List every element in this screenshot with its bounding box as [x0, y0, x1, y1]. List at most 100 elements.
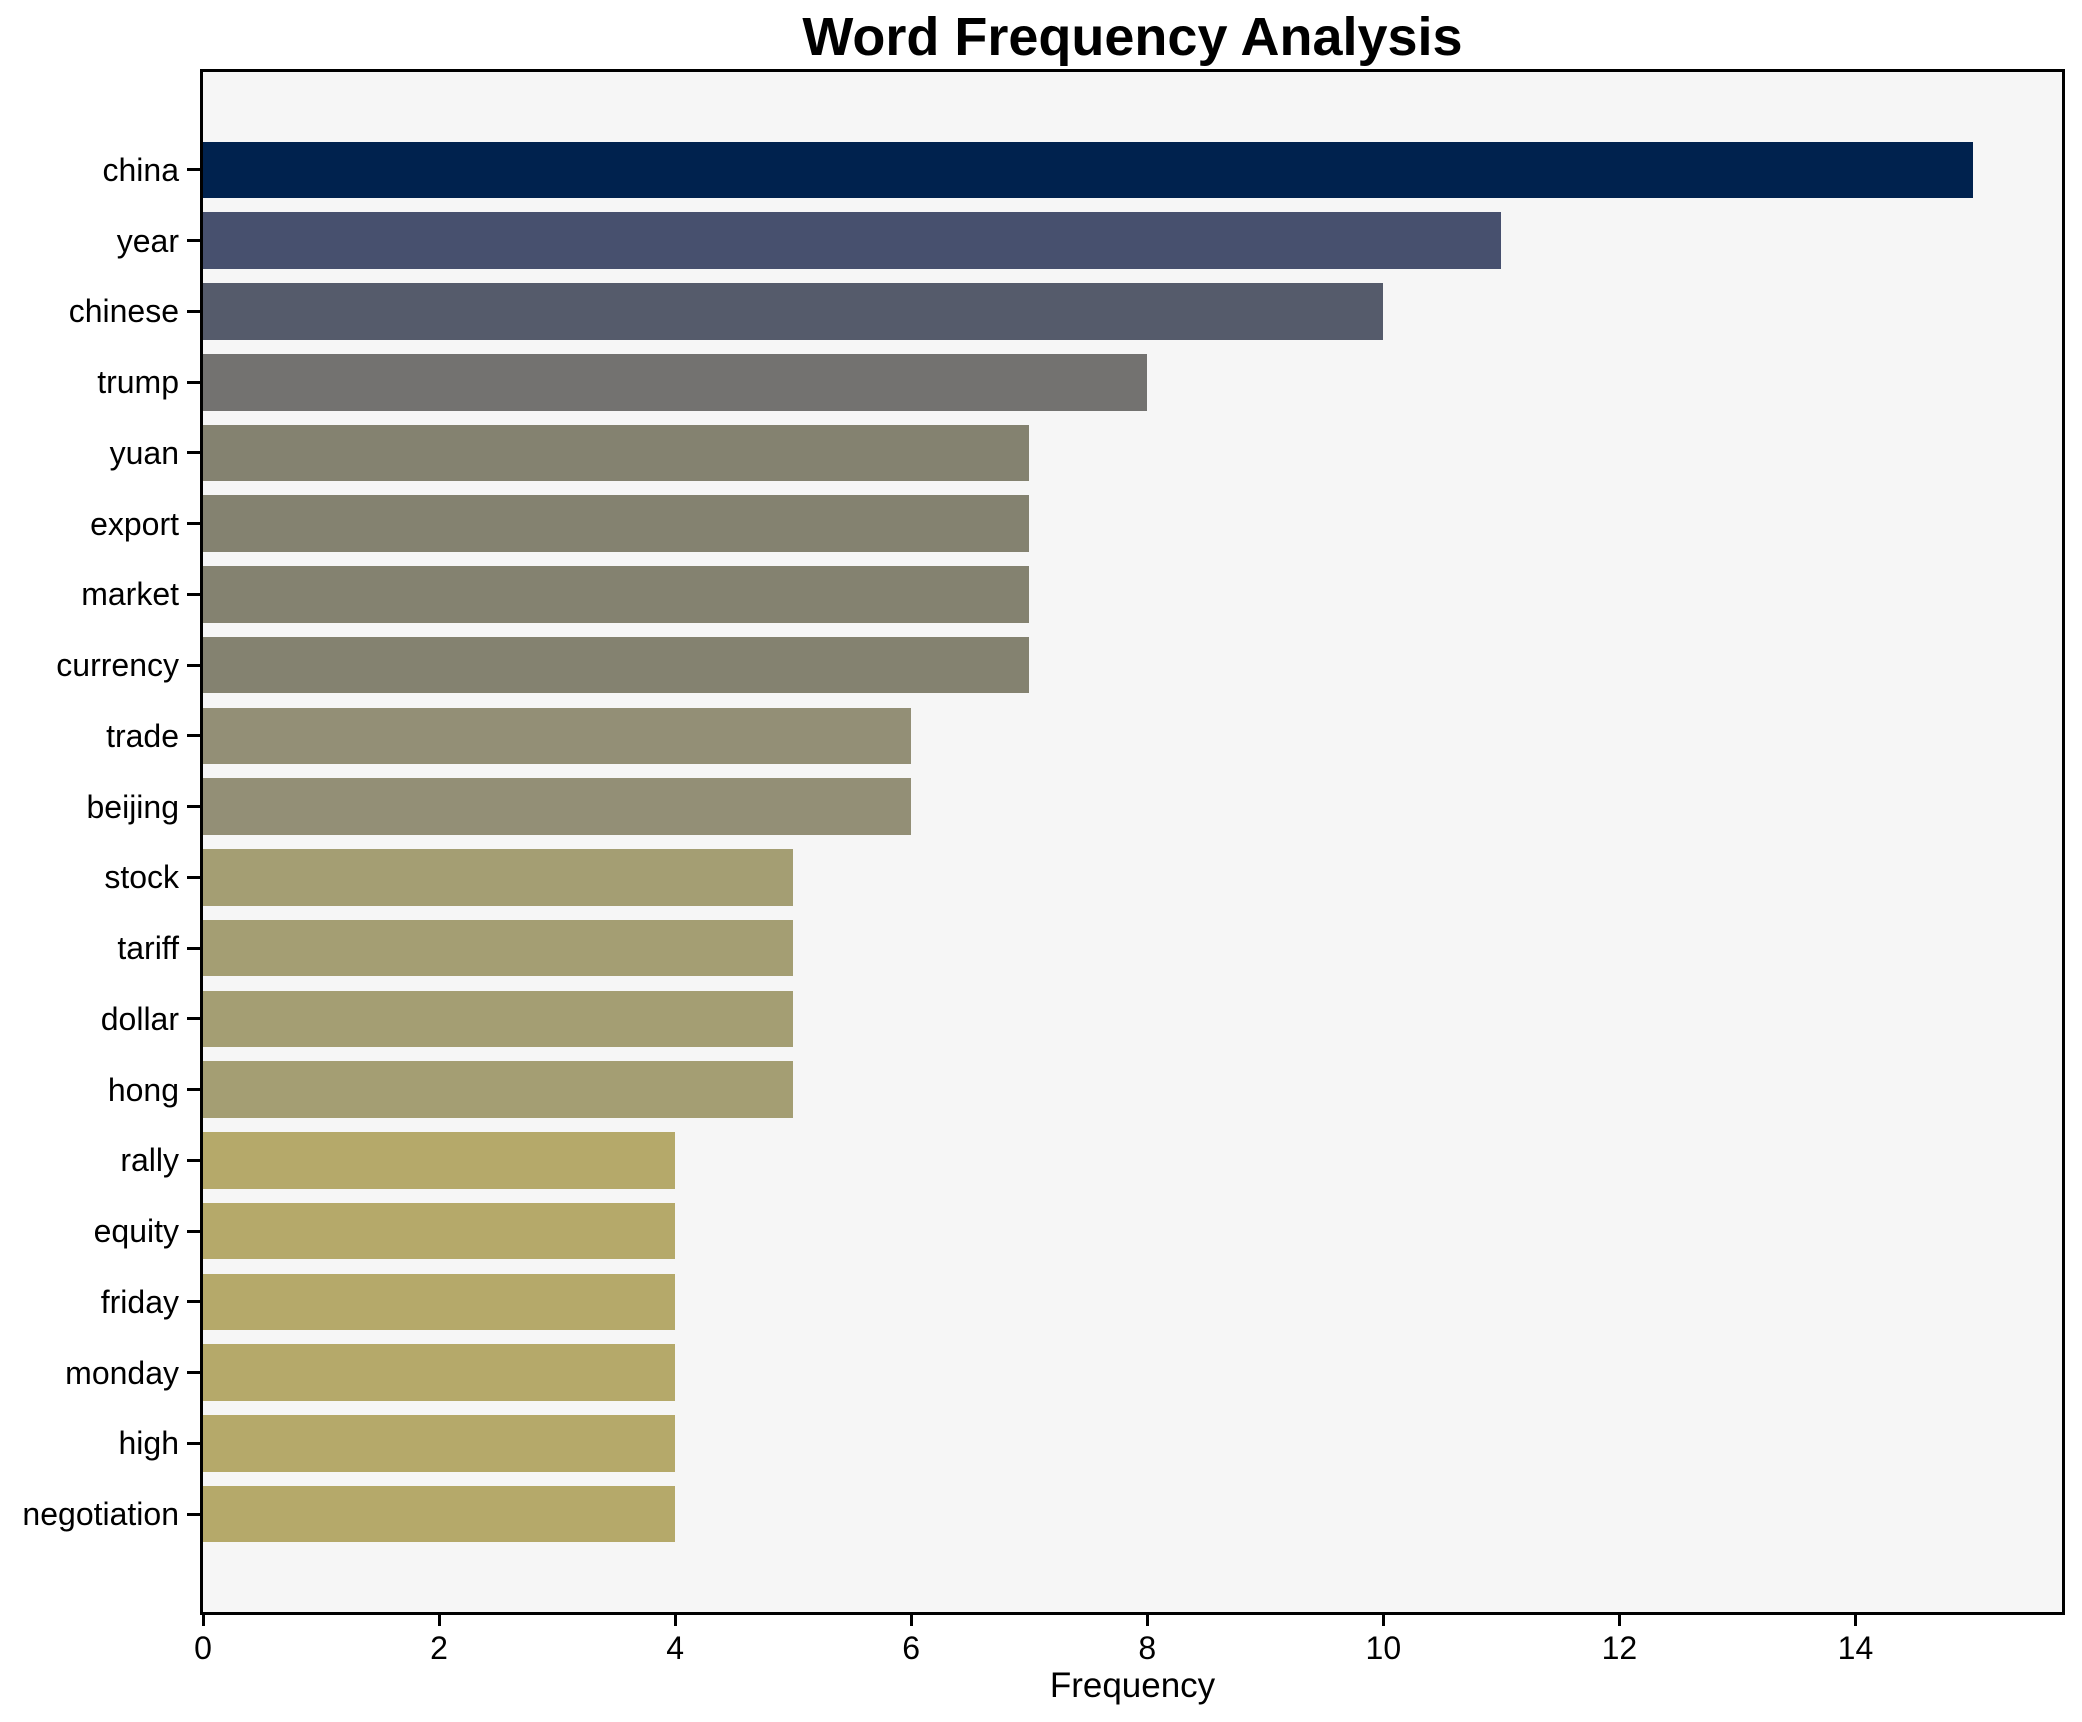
- bar-row: trump: [97, 353, 2062, 411]
- bar-trump: [203, 353, 1148, 411]
- bar-row: yuan: [110, 424, 2062, 482]
- y-tick-label: trump: [97, 364, 179, 401]
- bar-row: high: [119, 1415, 2062, 1472]
- x-tick-label: 6: [902, 1630, 921, 1666]
- y-tick-label: monday: [65, 1354, 179, 1391]
- bar-market: [203, 566, 1030, 623]
- plot-area: china year chinese trump yuan export market cur…: [22, 69, 2065, 1703]
- bar-row: rally: [120, 1132, 2062, 1189]
- y-tick-label: china: [102, 151, 180, 188]
- bar-beijing: [203, 778, 912, 835]
- bar-tariff: [203, 919, 794, 977]
- x-tick-mark: [909, 1615, 913, 1626]
- bar-equity: [203, 1202, 676, 1260]
- y-tick-label: high: [118, 1425, 180, 1462]
- y-tick-mark: [187, 522, 200, 526]
- bar-row: currency: [56, 636, 2062, 694]
- x-tick-label: 0: [194, 1630, 212, 1666]
- x-tick-mark: [1381, 1615, 1385, 1626]
- y-tick-mark: [187, 1512, 200, 1516]
- bar-row: equity: [94, 1202, 2062, 1260]
- x-tick-label: 8: [1138, 1630, 1157, 1666]
- bar-stock: [203, 849, 794, 906]
- bar-row: tariff: [117, 919, 2062, 977]
- y-tick-mark: [187, 946, 200, 950]
- bar-trade: [203, 707, 912, 765]
- bar-row: market: [81, 566, 2062, 623]
- bar-china: [203, 141, 1974, 199]
- y-tick-label: hong: [107, 1071, 179, 1108]
- x-tick-label: 12: [1601, 1630, 1638, 1666]
- bar-row: negotiation: [22, 1485, 2062, 1543]
- y-tick-mark: [187, 1158, 200, 1162]
- bar-high: [203, 1415, 676, 1472]
- y-tick-mark: [187, 734, 200, 738]
- x-tick-mark: [1617, 1615, 1621, 1626]
- x-tick-mark: [201, 1615, 205, 1626]
- bar-hong: [203, 1061, 794, 1118]
- bar-row: beijing: [86, 778, 2062, 835]
- bar-negotiation: [203, 1485, 676, 1543]
- bar-yuan: [203, 424, 1030, 482]
- bar-row: chinese: [69, 283, 2062, 340]
- y-tick-label: currency: [56, 647, 179, 684]
- bar-export: [203, 495, 1030, 552]
- bar-dollar: [203, 990, 794, 1048]
- bar-row: year: [117, 212, 2062, 270]
- bar-chinese: [203, 283, 1384, 340]
- y-tick-label: tariff: [117, 930, 179, 967]
- y-tick-mark: [187, 1300, 200, 1304]
- x-tick-mark: [1145, 1615, 1149, 1626]
- bar-rally: [203, 1132, 676, 1189]
- y-tick-mark: [187, 1229, 200, 1233]
- bar-year: [203, 212, 1502, 270]
- bar-row: hong: [108, 1061, 2062, 1118]
- bar-row: dollar: [101, 990, 2062, 1048]
- y-tick-mark: [187, 1017, 200, 1021]
- y-tick-mark: [187, 1441, 200, 1445]
- y-tick-mark: [187, 380, 200, 384]
- chart-title: Word Frequency Analysis: [802, 7, 1463, 67]
- y-tick-label: trade: [106, 717, 179, 754]
- y-tick-label: dollar: [100, 1000, 179, 1037]
- x-tick-mark: [1853, 1615, 1857, 1626]
- y-tick-mark: [187, 1371, 200, 1375]
- x-tick-label: 10: [1365, 1630, 1402, 1666]
- y-tick-label: friday: [100, 1283, 179, 1320]
- bar-friday: [203, 1273, 676, 1331]
- y-tick-mark: [187, 663, 200, 667]
- x-axis-label: Frequency: [1049, 1666, 1216, 1705]
- y-tick-mark: [187, 875, 200, 879]
- y-tick-label: export: [90, 505, 179, 542]
- y-tick-label: beijing: [86, 788, 179, 825]
- x-tick-label: 2: [430, 1630, 448, 1666]
- y-tick-label: equity: [93, 1213, 179, 1250]
- y-tick-mark: [187, 805, 200, 809]
- y-tick-mark: [187, 168, 200, 172]
- x-tick-mark: [437, 1615, 441, 1626]
- x-tick-label: 4: [666, 1630, 685, 1666]
- bar-monday: [203, 1344, 676, 1401]
- y-tick-label: year: [116, 222, 179, 259]
- bar-currency: [203, 636, 1030, 694]
- y-tick-label: yuan: [109, 434, 179, 471]
- bar-row: china: [103, 141, 2062, 199]
- y-tick-mark: [187, 239, 200, 243]
- x-tick-label: 14: [1837, 1630, 1874, 1666]
- bar-row: trade: [106, 707, 2062, 765]
- y-tick-mark: [187, 592, 200, 596]
- bar-row: export: [90, 495, 2062, 552]
- y-tick-mark: [187, 309, 200, 313]
- bar-row: monday: [65, 1344, 2062, 1401]
- bar-row: friday: [101, 1273, 2062, 1331]
- y-tick-label: chinese: [68, 293, 179, 330]
- y-tick-label: negotiation: [22, 1496, 179, 1533]
- x-tick-mark: [673, 1615, 677, 1626]
- y-tick-label: stock: [104, 859, 179, 896]
- bar-row: stock: [104, 849, 2062, 906]
- y-tick-label: rally: [120, 1142, 179, 1179]
- y-tick-mark: [187, 451, 200, 455]
- y-tick-mark: [187, 1088, 200, 1092]
- y-tick-label: market: [81, 576, 179, 613]
